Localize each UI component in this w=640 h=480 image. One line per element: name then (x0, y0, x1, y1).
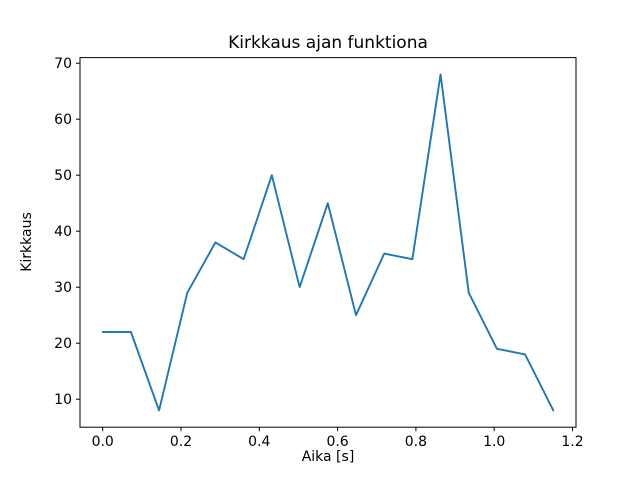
x-tick-label: 0.6 (326, 434, 348, 450)
x-tick-label: 1.2 (561, 434, 583, 450)
x-tick-label: 0.4 (248, 434, 270, 450)
y-tick-label: 40 (54, 224, 72, 240)
x-axis-label: Aika [s] (301, 449, 355, 465)
x-tick-label: 0.8 (405, 434, 427, 450)
y-tick-label: 20 (54, 336, 72, 352)
y-tick-label: 10 (54, 392, 72, 408)
chart-title: Kirkkaus ajan funktiona (228, 33, 428, 53)
data-line (101, 73, 555, 412)
y-tick-label: 70 (54, 56, 72, 72)
x-tick-label: 1.0 (483, 434, 505, 450)
axes-frame (79, 57, 577, 428)
x-tick-label: 0.2 (170, 434, 192, 450)
y-tick-label: 60 (54, 112, 72, 128)
y-tick-label: 50 (54, 168, 72, 184)
x-tick-label: 0.0 (92, 434, 114, 450)
y-tick-label: 30 (54, 280, 72, 296)
